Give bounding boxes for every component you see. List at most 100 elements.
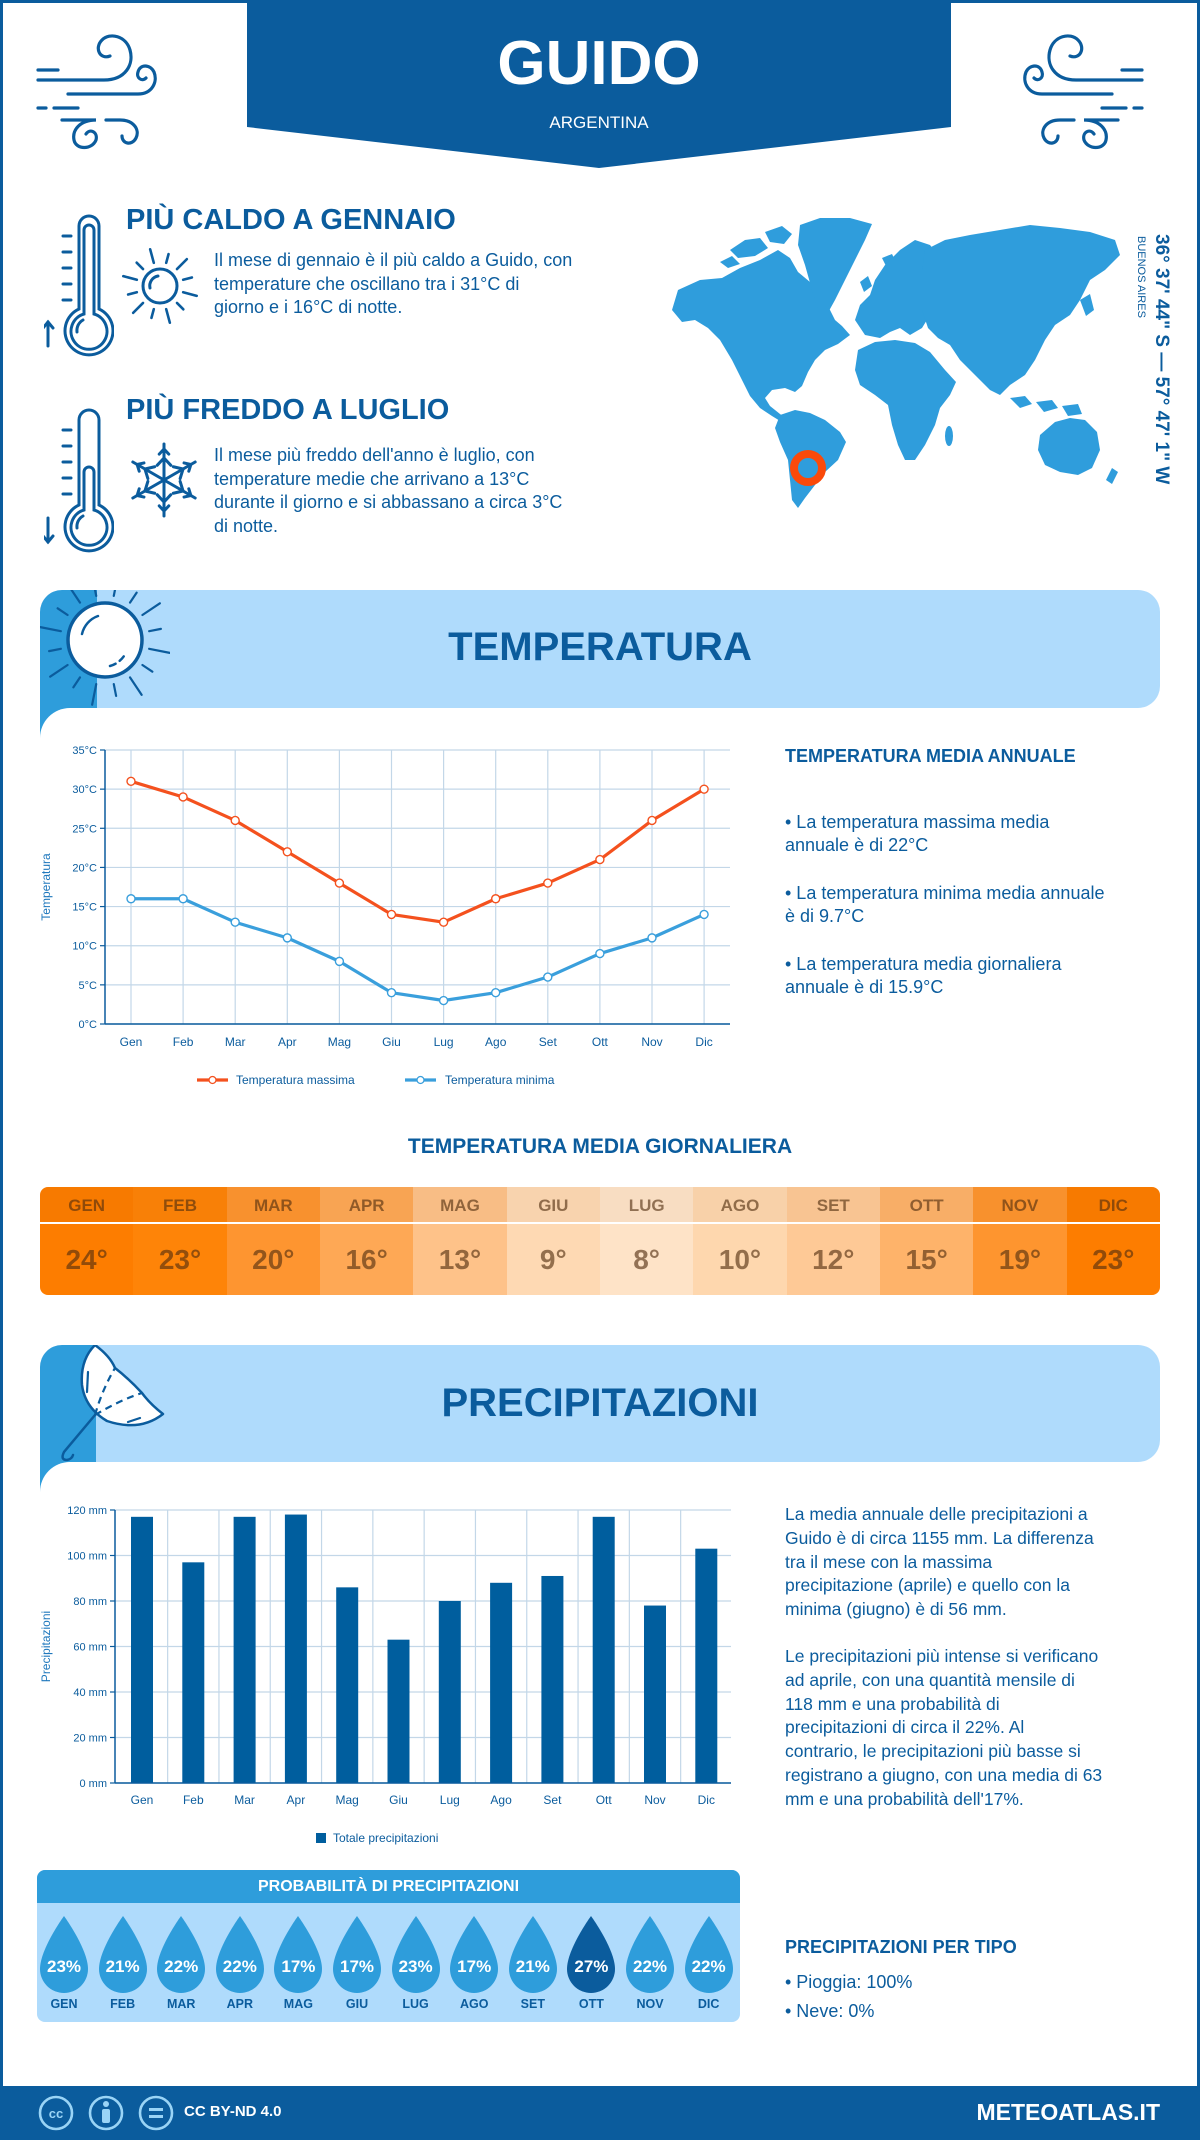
raindrop-icon [508, 1916, 557, 1993]
precipitation-probability-title: PROBABILITÀ DI PRECIPITAZIONI [37, 1870, 740, 1903]
x-tick-label: Set [543, 1793, 562, 1807]
y-tick-label: 40 mm [73, 1687, 107, 1699]
raindrop-icon [567, 1916, 616, 1993]
coldest-month-description: Il mese più freddo dell'anno è luglio, c… [214, 444, 562, 538]
description-line: temperature che oscillano tra i 31°C di [214, 273, 520, 294]
daily-temp-month: NOV [973, 1187, 1067, 1224]
x-tick-label: Giu [382, 1035, 401, 1049]
probability-value: 22% [632, 1957, 668, 1976]
y-tick-label: 5°C [79, 980, 98, 992]
probability-drop: 21% SET [508, 1915, 558, 2015]
min-temperature-point [543, 972, 553, 982]
daily-temp-value: 13° [438, 1243, 482, 1275]
paragraph-line: minima (giugno) è di 56 mm. [785, 1599, 1007, 1620]
daily-temp-month: LUG [599, 1187, 694, 1224]
probability-value: 17% [457, 1957, 492, 1976]
world-map [672, 218, 1120, 508]
min-temperature-point [126, 894, 136, 904]
y-tick-label: 120 mm [67, 1505, 107, 1517]
precipitation-summary: La media annuale delle precipitazioni a G… [785, 1503, 1102, 1835]
min-temperature-point [230, 917, 240, 927]
daily-temp-month: MAG [413, 1187, 507, 1224]
sun-icon [121, 247, 199, 325]
paragraph-line: 118 mm e una probabilità di [785, 1693, 1000, 1714]
probability-value: 21% [105, 1957, 140, 1976]
probability-drop: 22% NOV [625, 1915, 675, 2015]
y-tick-label: 10°C [72, 941, 97, 953]
warmest-month-title: PIÙ CALDO A GENNAIO [126, 204, 456, 236]
description-line: Il mese di gennaio è il più caldo a Guid… [214, 250, 573, 270]
probability-value: 27% [574, 1957, 609, 1976]
probability-drop: 22% APR [215, 1915, 265, 2015]
x-tick-label: Apr [287, 1793, 306, 1807]
bullet-line: è di 9.7°C [785, 906, 865, 926]
y-tick-label: 0 mm [80, 1778, 108, 1790]
x-tick-label: Set [539, 1035, 558, 1049]
bullet-line: • La temperatura massima media [785, 812, 1050, 832]
daily-temp-month: GEN [40, 1187, 134, 1224]
x-tick-label: Ago [490, 1793, 512, 1807]
no-derivatives-icon [138, 2095, 174, 2131]
probability-month: SET [520, 1997, 545, 2011]
min-temperature-point [334, 956, 345, 967]
paragraph-line: Guido è di circa 1155 mm. La differenza [785, 1527, 1094, 1548]
x-tick-label: Mag [336, 1793, 359, 1807]
description-line: durante il giorno e si abbassano a circa… [214, 492, 563, 513]
daily-temp-month: AGO [693, 1187, 787, 1224]
precipitation-bar [695, 1548, 718, 1783]
city-title: GUIDO [497, 29, 701, 98]
probability-drop: 22% DIC [684, 1915, 734, 2015]
y-axis-title: Temperatura [39, 853, 53, 921]
paragraph-line: precipitazione (aprile) e quello con la [785, 1575, 1071, 1596]
min-temperature-point [282, 933, 292, 943]
daily-temp-value: 24° [65, 1243, 108, 1275]
license-label[interactable]: CC BY-ND 4.0 [184, 2103, 282, 2120]
precipitation-paragraph: Le precipitazioni più intense si verific… [785, 1645, 1102, 1812]
probability-value: 17% [281, 1957, 316, 1976]
x-tick-label: Apr [278, 1035, 297, 1049]
max-temperature-point [543, 878, 553, 888]
probability-drop: 17% GIU [332, 1915, 382, 2015]
country-label: ARGENTINA [549, 113, 649, 132]
max-temperature-point [334, 878, 345, 888]
title-banner [247, 0, 951, 168]
paragraph-line: Le precipitazioni più intense si verific… [785, 1645, 1099, 1666]
legend-label: Temperatura massima [236, 1073, 355, 1087]
brand-link[interactable]: METEOATLAS.IT [976, 2099, 1160, 2125]
min-temperature-point [647, 933, 657, 943]
x-tick-label: Mar [225, 1035, 246, 1049]
probability-month: FEB [110, 1997, 136, 2011]
raindrop-icon [391, 1916, 440, 1993]
probability-month: DIC [697, 1997, 720, 2011]
license-icons[interactable]: cc [36, 2094, 178, 2132]
temperature-section-title: TEMPERATURA [448, 625, 752, 669]
daily-temp-value: 16° [345, 1243, 388, 1275]
x-tick-label: Ott [592, 1035, 609, 1049]
raindrop-icon [40, 1916, 88, 1993]
probability-drop: 23% LUG [391, 1915, 441, 2015]
daily-temp-value: 20° [252, 1243, 295, 1275]
min-temperature-point [438, 995, 449, 1006]
daily-temp-column: NOV 19° [973, 1187, 1067, 1295]
precipitation-banner [96, 1345, 1160, 1462]
bullet-line: annuale è di 15.9°C [785, 977, 944, 997]
probability-value: 22% [164, 1957, 199, 1976]
map-africa [855, 340, 956, 460]
probability-value: 23% [398, 1957, 433, 1976]
x-tick-label: Gen [120, 1035, 143, 1049]
x-tick-label: Nov [644, 1793, 665, 1807]
description-line: giorno e i 16°C di notte. [214, 297, 403, 318]
daily-temp-column: GIU 9° [506, 1187, 600, 1295]
wind-icon [36, 34, 157, 150]
x-tick-label: Feb [173, 1035, 194, 1049]
min-temperature-point [595, 948, 605, 959]
thermometer-warm-icon [44, 214, 114, 357]
precipitation-bar [644, 1605, 666, 1783]
paragraph-line: registrano a giugno, con una media di 63 [785, 1764, 1103, 1785]
raindrop-icon [98, 1916, 147, 1993]
probability-month: MAG [283, 1997, 313, 2011]
map-australia [1038, 418, 1100, 475]
probability-month: NOV [636, 1997, 664, 2011]
y-tick-label: 15°C [72, 902, 97, 914]
